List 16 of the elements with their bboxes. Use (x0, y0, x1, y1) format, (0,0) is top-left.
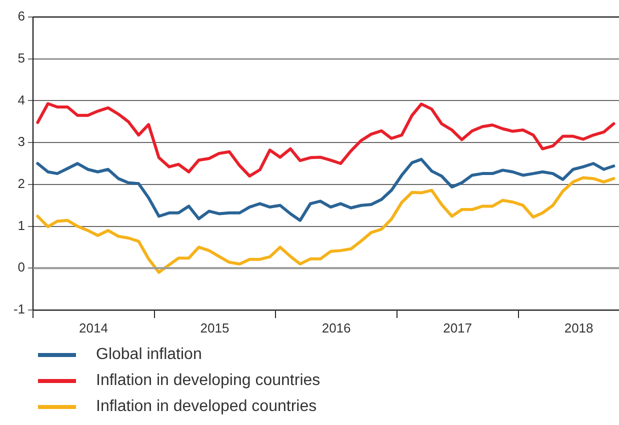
y-tick-label: 4 (18, 92, 25, 108)
y-tick-label: 0 (18, 260, 25, 275)
legend-label: Global inflation (96, 346, 202, 364)
y-tick-label: 1 (18, 218, 25, 233)
y-tick-label: 5 (18, 50, 25, 66)
y-tick-label: 3 (18, 134, 25, 150)
x-tick-label: 2015 (200, 320, 230, 336)
x-tick-label: 2018 (564, 320, 594, 336)
x-tick-label: 2016 (322, 320, 351, 336)
y-tick-label: 6 (18, 8, 25, 24)
y-tick-label: 2 (18, 176, 25, 192)
x-tick-label: 2014 (79, 320, 108, 336)
y-tick-label: -1 (13, 302, 25, 317)
legend-label: Inflation in developed countries (96, 398, 317, 416)
legend-label: Inflation in developing countries (96, 372, 320, 390)
x-tick-label: 2017 (443, 320, 472, 336)
